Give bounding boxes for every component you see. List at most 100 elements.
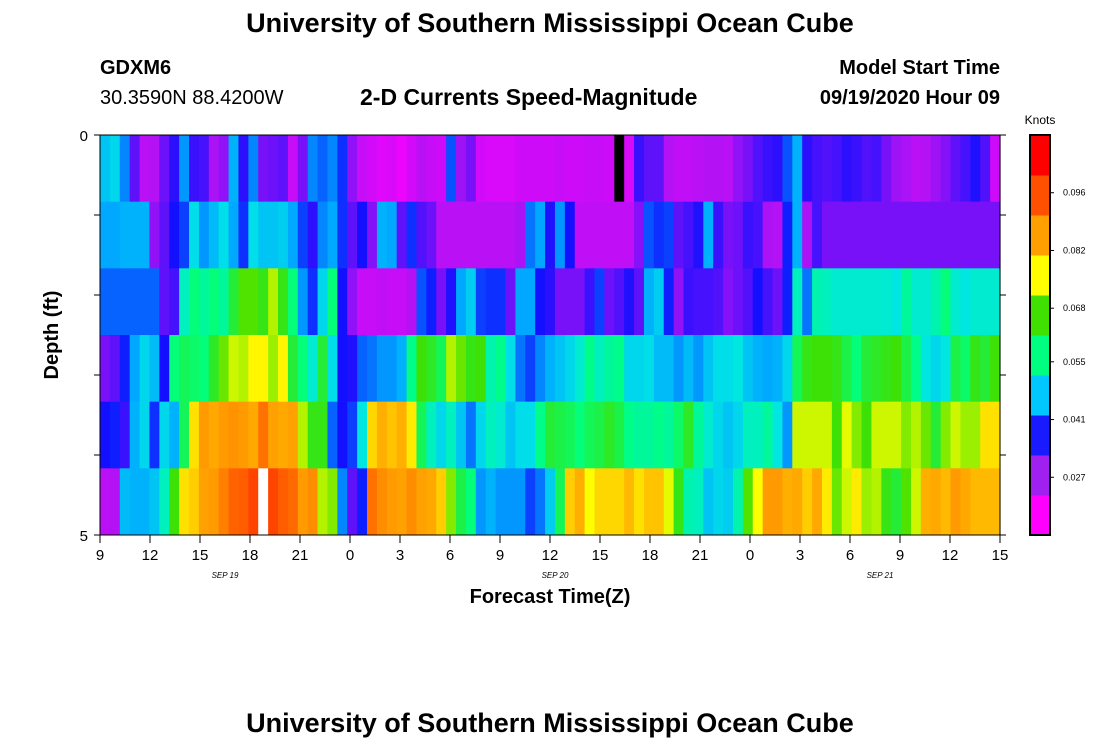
heatmap-cell	[821, 201, 833, 269]
heatmap-cell	[584, 135, 596, 202]
heatmap-cells	[100, 135, 1001, 536]
heatmap-cell	[673, 268, 685, 336]
heatmap-cell	[772, 401, 784, 469]
heatmap-cell	[910, 468, 922, 536]
heatmap-cell	[485, 201, 497, 269]
x-tick-label: 21	[292, 547, 309, 564]
x-tick-label: 12	[142, 547, 159, 564]
heatmap-cell	[851, 335, 863, 402]
heatmap-cell	[189, 468, 200, 536]
heatmap-cell	[337, 135, 348, 202]
heatmap-cell	[732, 335, 744, 402]
heatmap-cell	[960, 401, 971, 469]
heatmap-cell	[169, 335, 180, 402]
heatmap-cell	[950, 401, 962, 469]
heatmap-cell	[535, 135, 546, 202]
heatmap-cell	[337, 401, 348, 469]
heatmap-cell	[268, 468, 279, 536]
heatmap-cell	[683, 135, 695, 202]
y-axis: 05	[80, 128, 1006, 545]
heatmap-cell	[851, 468, 863, 536]
heatmap-cell	[109, 335, 121, 402]
heatmap-cell	[802, 268, 813, 336]
heatmap-cell	[278, 135, 289, 202]
heatmap-cell	[198, 401, 210, 469]
heatmap-cell	[891, 201, 902, 269]
heatmap-cell	[851, 201, 863, 269]
heatmap-cell	[485, 268, 497, 336]
heatmap-cell	[426, 135, 437, 202]
heatmap-cell	[258, 201, 269, 269]
heatmap-cell	[940, 401, 952, 469]
heatmap-cell	[198, 268, 210, 336]
heatmap-cell	[327, 268, 338, 336]
heatmap-cell	[802, 335, 813, 402]
y-axis-label: Depth (ft)	[41, 291, 63, 380]
heatmap-cell	[456, 468, 467, 536]
heatmap-cell	[248, 401, 259, 469]
heatmap-cell	[732, 268, 744, 336]
heatmap-cell	[268, 268, 279, 336]
heatmap-cell	[762, 468, 774, 536]
heatmap-cell	[456, 335, 467, 402]
heatmap-cell	[198, 201, 210, 269]
date-label: SEP 21	[867, 571, 894, 580]
heatmap-cell	[317, 335, 329, 402]
heatmap-cell	[426, 201, 437, 269]
heatmap-cell	[910, 335, 922, 402]
heatmap-cell	[287, 201, 299, 269]
heatmap-cell	[179, 201, 190, 269]
heatmap-cell	[970, 401, 981, 469]
heatmap-cell	[723, 201, 734, 269]
heatmap-cell	[545, 468, 556, 536]
heatmap-cell	[693, 401, 704, 469]
heatmap-cell	[703, 135, 714, 202]
heatmap-cell	[634, 401, 645, 469]
heatmap-cell	[673, 468, 685, 536]
heatmap-cell	[980, 401, 991, 469]
heatmap-cell	[910, 268, 922, 336]
heatmap-cell	[317, 401, 329, 469]
heatmap-cell	[891, 135, 902, 202]
heatmap-cell	[663, 401, 675, 469]
heatmap-cell	[624, 335, 635, 402]
heatmap-cell	[258, 401, 269, 469]
heatmap-cell	[327, 401, 338, 469]
heatmap-cell	[258, 468, 269, 536]
heatmap-cell	[535, 335, 546, 402]
heatmap-cell	[258, 268, 269, 336]
chart-subtitle: 2-D Currents Speed-Magnitude	[360, 84, 698, 110]
heatmap-cell	[881, 201, 892, 269]
heatmap-cell	[475, 201, 487, 269]
heatmap-cell	[901, 468, 912, 536]
heatmap-cell	[762, 401, 774, 469]
heatmap-cell	[762, 335, 774, 402]
heatmap-cell	[396, 201, 408, 269]
heatmap-cell	[208, 401, 220, 469]
heatmap-cell	[139, 468, 151, 536]
model-start-label: Model Start Time	[839, 57, 1000, 79]
heatmap-cell	[723, 468, 734, 536]
heatmap-cell	[406, 268, 418, 336]
heatmap-cell	[278, 268, 289, 336]
x-tick-label: 12	[942, 547, 959, 564]
heatmap-cell	[643, 335, 655, 402]
heatmap-cell	[663, 335, 675, 402]
heatmap-cell	[782, 135, 793, 202]
heatmap-cell	[742, 201, 754, 269]
heatmap-cell	[376, 335, 388, 402]
x-tick-label: 9	[96, 547, 104, 564]
heatmap-cell	[218, 135, 230, 202]
heatmap-cell	[287, 335, 299, 402]
heatmap-cell	[100, 135, 111, 202]
heatmap-cell	[950, 268, 962, 336]
heatmap-cell	[624, 268, 635, 336]
colorbar-unit: Knots	[1025, 113, 1056, 127]
heatmap-cell	[406, 468, 418, 536]
heatmap-cell	[564, 135, 576, 202]
heatmap-cell	[228, 201, 240, 269]
x-axis-label: Forecast Time(Z)	[470, 586, 631, 608]
heatmap-cell	[742, 135, 754, 202]
heatmap-cell	[218, 401, 230, 469]
heatmap-cell	[901, 335, 912, 402]
